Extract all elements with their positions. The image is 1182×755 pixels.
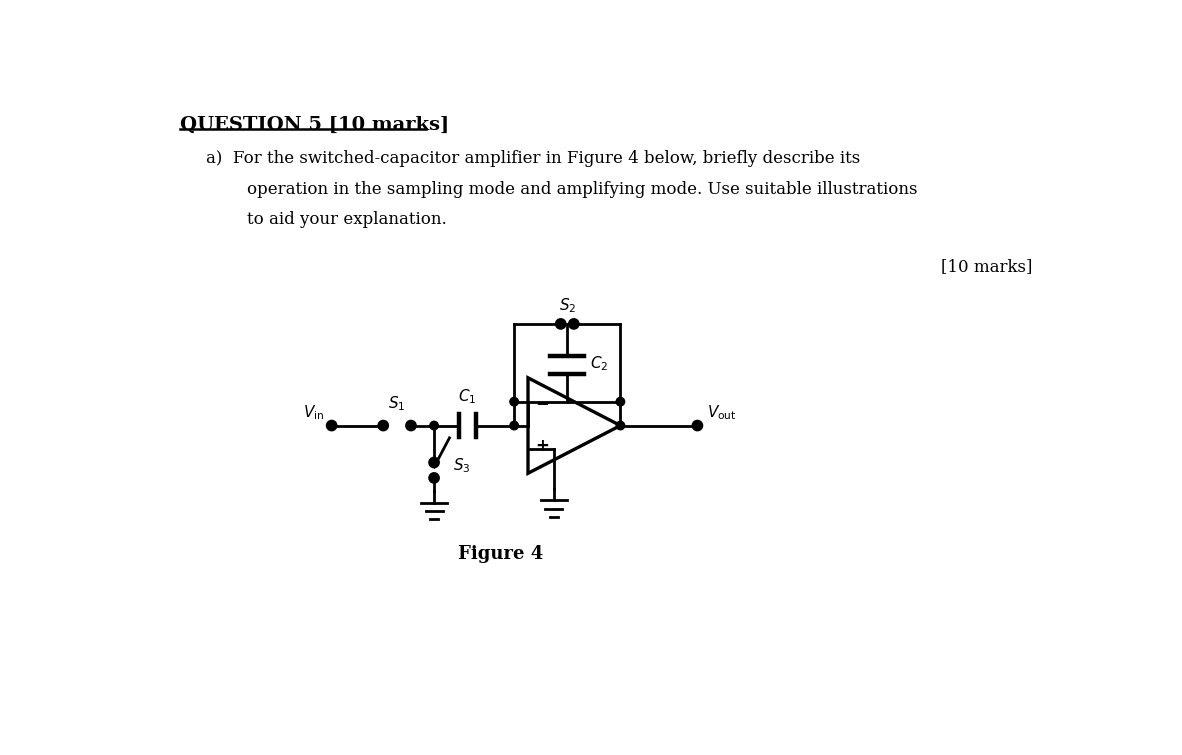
Circle shape — [557, 319, 565, 328]
Text: $S_1$: $S_1$ — [389, 395, 405, 413]
Circle shape — [430, 421, 439, 430]
Circle shape — [509, 421, 519, 430]
Circle shape — [429, 458, 439, 467]
Circle shape — [327, 421, 336, 430]
Text: [10 marks]: [10 marks] — [941, 257, 1032, 275]
Text: $C_2$: $C_2$ — [590, 354, 609, 373]
Text: $S_3$: $S_3$ — [453, 456, 470, 475]
Circle shape — [616, 421, 624, 430]
Text: to aid your explanation.: to aid your explanation. — [247, 211, 447, 229]
Text: QUESTION 5 [10 marks]: QUESTION 5 [10 marks] — [180, 116, 449, 134]
Text: +: + — [535, 437, 550, 455]
Circle shape — [378, 421, 388, 430]
Circle shape — [407, 421, 415, 430]
Circle shape — [616, 397, 624, 406]
Text: −: − — [535, 394, 550, 412]
Text: $S_2$: $S_2$ — [559, 296, 576, 315]
Text: operation in the sampling mode and amplifying mode. Use suitable illustrations: operation in the sampling mode and ampli… — [247, 180, 917, 198]
Circle shape — [570, 319, 578, 328]
Text: $V_{\rm in}$: $V_{\rm in}$ — [303, 403, 324, 422]
Text: Figure 4: Figure 4 — [459, 545, 544, 563]
Circle shape — [693, 421, 702, 430]
Text: $V_{\rm out}$: $V_{\rm out}$ — [707, 404, 736, 423]
Text: a)  For the switched-capacitor amplifier in Figure 4 below, briefly describe its: a) For the switched-capacitor amplifier … — [206, 150, 860, 167]
Text: $C_1$: $C_1$ — [457, 387, 476, 406]
Circle shape — [509, 397, 519, 406]
Circle shape — [429, 473, 439, 482]
